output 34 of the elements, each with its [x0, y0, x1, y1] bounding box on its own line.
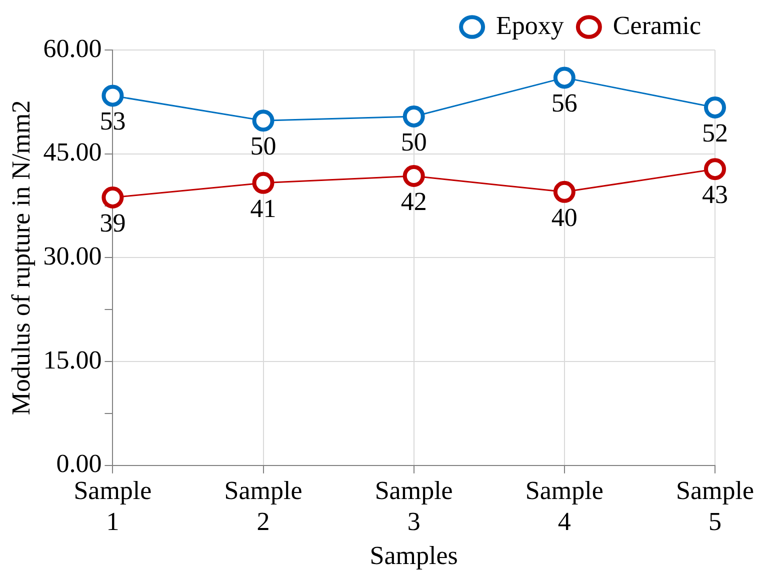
data-label: 53	[100, 106, 126, 136]
y-tick-label: 45.00	[43, 138, 102, 167]
data-label: 50	[400, 127, 427, 156]
point	[402, 105, 425, 128]
y-tick-label: 0.00	[56, 449, 102, 478]
data-label: 39	[100, 208, 126, 238]
point	[704, 96, 726, 118]
data-label: 40	[551, 202, 578, 232]
x-tick-label: Sample 3	[374, 476, 453, 536]
legend-label: Epoxy	[496, 10, 564, 40]
data-label: 52	[702, 118, 728, 148]
y-tick-label: 30.00	[43, 242, 102, 271]
data-label: 56	[551, 88, 578, 118]
data-label: 43	[702, 180, 728, 209]
point	[704, 158, 726, 180]
y-axis-title: Modulus of rupture in N/mm2	[6, 100, 36, 416]
data-label: 41	[250, 194, 276, 223]
legend-label: Ceramic	[612, 10, 702, 40]
x-tick-label: Sample 2	[224, 476, 302, 536]
point	[252, 172, 274, 194]
point	[553, 66, 576, 89]
y-tick-label: 60.00	[43, 34, 102, 63]
x-tick-label: Sample 5	[676, 476, 754, 536]
point	[102, 84, 124, 107]
point	[102, 186, 124, 208]
data-label: 50	[250, 131, 276, 160]
y-tick-label: 15.00	[43, 345, 102, 374]
point	[553, 180, 576, 203]
point	[402, 165, 425, 188]
x-tick-label: Sample 1	[74, 476, 152, 536]
x-tick-label: Sample 4	[525, 476, 604, 536]
data-label: 42	[400, 186, 427, 216]
point	[252, 110, 274, 132]
x-axis-title: Samples	[370, 541, 458, 570]
